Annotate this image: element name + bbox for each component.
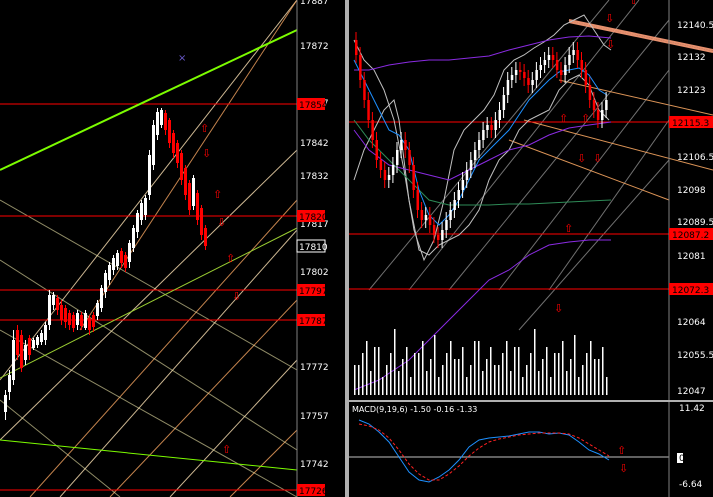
price-tick-label: 17842 <box>300 139 329 149</box>
price-tick-label: 12089.5 <box>677 218 713 228</box>
left-chart-canvas[interactable]: ⇧⇩⇧⇩⇧⇩⇧ × 178871787217857178421783217817… <box>0 0 345 497</box>
svg-text:⇩: ⇩ <box>606 38 615 51</box>
svg-text:⇧: ⇧ <box>213 188 222 201</box>
cross-marker: × <box>178 53 186 64</box>
candlestick-series <box>355 32 608 248</box>
price-level-label: 17726 <box>299 487 328 497</box>
right-chart-canvas[interactable]: ⇩ ⇩ ⇧ ⇧ ⇧ ⇩ ⇩ ⇧ ⇩ 12140.5 12132 12123 12106.5 12098 1… <box>349 0 713 400</box>
price-level-label: 12072.3 <box>672 286 709 296</box>
price-level-label: 17820 <box>299 213 328 223</box>
price-level-badge <box>297 484 325 496</box>
price-tick-label: 17872 <box>300 42 329 52</box>
fibonacci-channel-lines <box>0 0 298 497</box>
price-tick-label: 12140.5 <box>677 21 713 31</box>
price-tick-label: 12064 <box>677 318 706 328</box>
svg-text:⇧: ⇧ <box>222 443 231 456</box>
svg-text:⇧: ⇧ <box>581 112 590 125</box>
macd-indicator-pane[interactable]: ⇧ ⇩ MACD(9,19,6) -1.50 -0.16 -1.33 11.42 0… <box>349 402 713 497</box>
price-tick-label: 12098 <box>677 186 706 196</box>
price-tick-label: 12106.5 <box>677 153 713 163</box>
macd-signal-line <box>358 423 610 481</box>
svg-text:⇧: ⇧ <box>629 0 638 7</box>
price-level-badge <box>297 210 325 222</box>
left-price-chart[interactable]: ⇧⇩⇧⇩⇧⇩⇧ × 178871787217857178421783217817… <box>0 0 345 497</box>
macd-axis-label: 11.42 <box>679 404 705 414</box>
trend-lines <box>0 29 298 471</box>
macd-title: MACD(9,19,6) -1.50 -0.16 -1.33 <box>352 405 477 414</box>
svg-text:⇩: ⇩ <box>577 152 586 165</box>
price-level-label: 17810 <box>299 243 328 253</box>
right-price-chart[interactable]: ⇩ ⇩ ⇧ ⇧ ⇧ ⇩ ⇩ ⇧ ⇩ 12140.5 12132 12123 12106.5 12098 1… <box>349 0 713 400</box>
left-price-axis: 1788717872178571784217832178171780217772… <box>296 0 329 497</box>
svg-text:⇩: ⇩ <box>593 152 602 165</box>
macd-axis-label: -6.64 <box>679 480 703 490</box>
price-level-badge <box>296 239 326 253</box>
svg-text:⇩: ⇩ <box>619 462 628 475</box>
price-tick-label: 12132 <box>677 53 706 63</box>
svg-text:⇩: ⇩ <box>217 216 226 229</box>
price-level-label: 12087.2 <box>672 231 709 241</box>
candlestick-series <box>4 108 207 420</box>
bollinger-bands <box>353 14 612 391</box>
price-level-badge <box>669 283 713 295</box>
svg-text:⇩: ⇩ <box>232 290 241 303</box>
macd-signal-arrows: ⇧⇩ <box>617 444 628 475</box>
price-level-label: 17787 <box>299 317 328 327</box>
price-tick-label: 17802 <box>300 268 329 278</box>
volume-histogram <box>354 329 608 395</box>
price-tick-label: 12047 <box>677 387 706 397</box>
price-level-badge <box>297 284 325 296</box>
price-tick-label: 17742 <box>300 460 329 470</box>
price-level-label: 17854 <box>299 101 328 111</box>
svg-text:⇧: ⇧ <box>226 252 235 265</box>
price-level-label: 12115.3 <box>672 119 709 129</box>
price-tick-label: 12081 <box>677 252 706 262</box>
svg-text:⇩: ⇩ <box>605 12 614 25</box>
price-tick-label: 12055.5 <box>677 351 713 361</box>
macd-axis-label: 0.00 <box>679 454 699 464</box>
price-tick-label: 17772 <box>300 363 329 373</box>
price-tick-label: 17832 <box>300 172 329 182</box>
svg-text:⇧: ⇧ <box>200 122 209 135</box>
macd-canvas[interactable]: ⇧⇩ MACD(9,19,6) -1.50 -0.16 -1.33 11.420… <box>349 402 713 497</box>
svg-text:⇩: ⇩ <box>554 302 563 315</box>
price-level-label: 17797 <box>299 287 328 297</box>
signal-arrows: ⇩ ⇩ ⇧ ⇧ ⇧ ⇩ ⇩ ⇧ ⇩ <box>554 0 638 315</box>
signal-arrows: ⇧ ⇩ ⇧ ⇩ ⇧ ⇩ ⇧ <box>200 122 241 456</box>
price-level-badge <box>669 116 713 128</box>
price-tick-label: 17757 <box>300 412 329 422</box>
pane-divider[interactable] <box>345 0 349 497</box>
macd-zero-badge <box>677 453 683 463</box>
svg-text:⇧: ⇧ <box>617 444 626 457</box>
price-tick-label: 12123 <box>677 86 706 96</box>
svg-text:⇩: ⇩ <box>202 147 211 160</box>
price-tick-label: 17817 <box>300 220 329 230</box>
support-resistance-levels <box>349 121 669 290</box>
macd-main-line <box>358 419 610 483</box>
svg-text:⇧: ⇧ <box>559 112 568 125</box>
price-level-badge <box>297 314 325 326</box>
svg-text:⇧: ⇧ <box>564 222 573 235</box>
fibonacci-channel-lines <box>368 0 713 331</box>
price-tick-label: 17887 <box>300 0 329 7</box>
subwindow-divider[interactable] <box>349 400 713 402</box>
price-level-badge <box>297 98 325 110</box>
price-level-badge <box>669 228 713 240</box>
